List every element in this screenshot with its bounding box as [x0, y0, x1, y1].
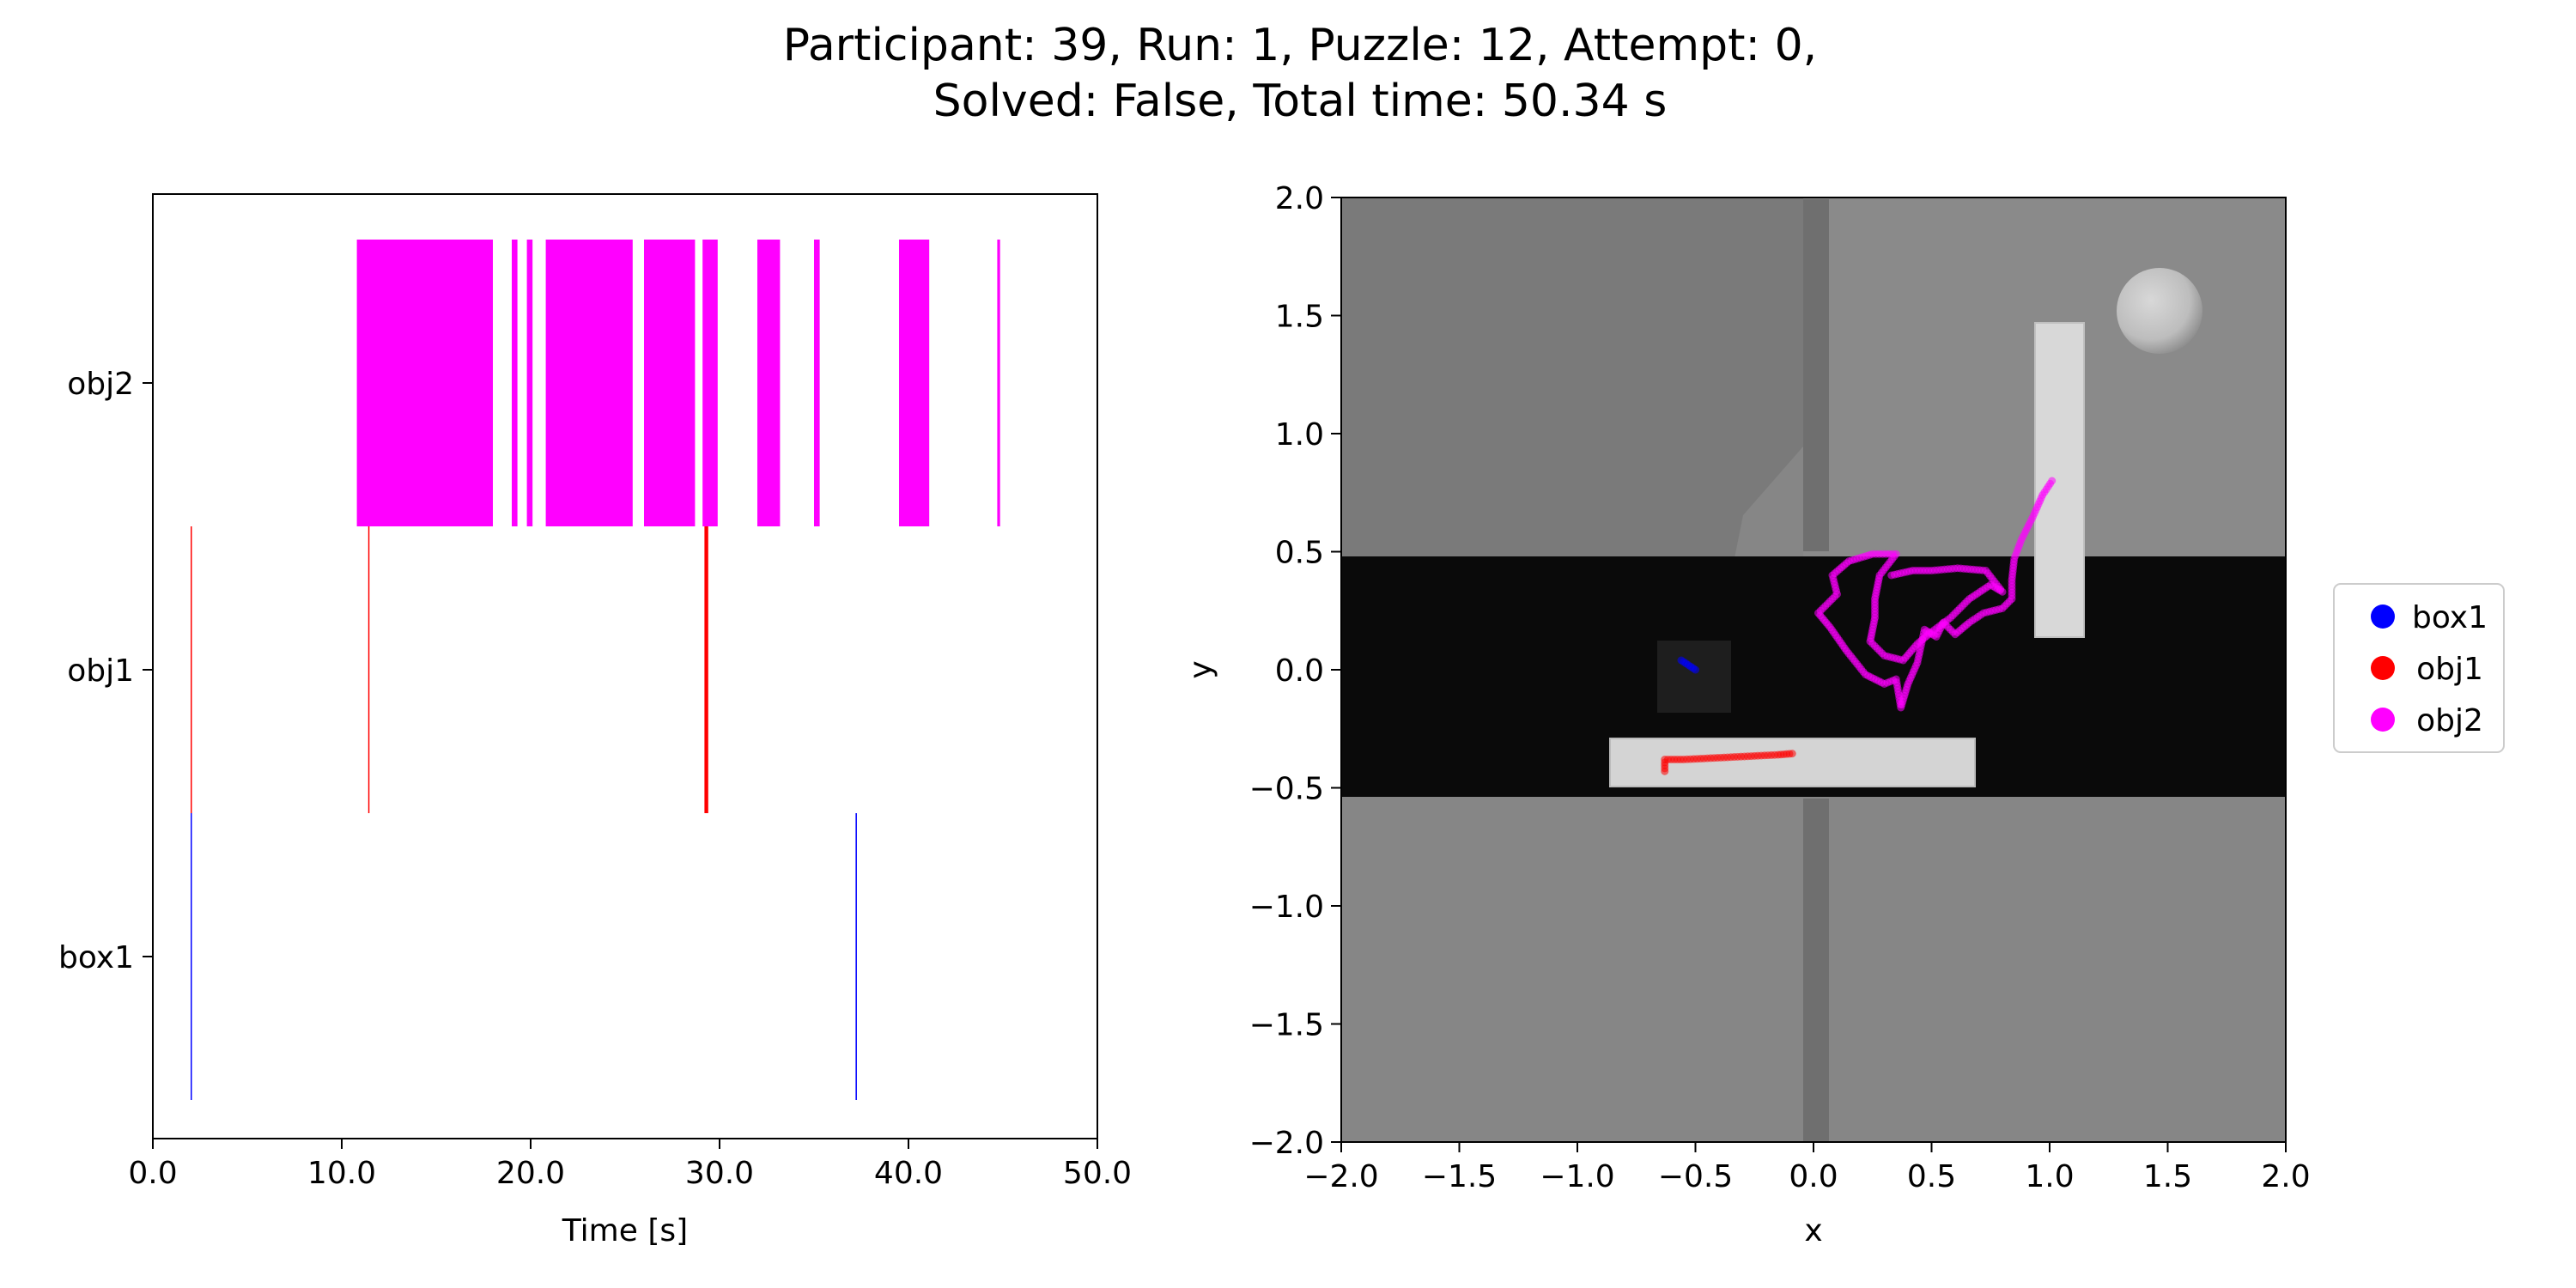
event-bar-obj2 — [356, 240, 493, 526]
legend: box1 obj1 obj2 — [2333, 583, 2505, 753]
raster-y-tick-label: box1 — [58, 940, 134, 975]
event-bar-obj2 — [899, 240, 930, 526]
event-bar-obj1 — [368, 526, 370, 813]
box1-object — [1657, 641, 1731, 713]
trajectory-y-tick-label: 1.5 — [1275, 300, 1324, 335]
raster-x-tick-label: 20.0 — [496, 1156, 565, 1191]
trajectory-y-tick-label: −2.0 — [1249, 1126, 1324, 1161]
trajectory-y-tick-label: 0.0 — [1275, 653, 1324, 689]
trajectory-point-obj1 — [1788, 750, 1796, 758]
event-raster-chart: 0.0 10.0 20.0 30.0 40.0 50.0 box1 obj1 obj2 Tim… — [58, 193, 1132, 1249]
raster-y-ticks: box1 obj1 obj2 — [58, 367, 153, 975]
scene-background — [1341, 197, 2286, 1142]
trajectory-y-axis-label: y — [1183, 660, 1218, 678]
trajectory-x-tick-label: 1.0 — [2025, 1159, 2074, 1194]
event-bar-obj2 — [526, 240, 533, 526]
obj2-object — [2034, 322, 2085, 638]
raster-x-axis-label: Time [s] — [562, 1213, 688, 1249]
trajectory-y-tick-label: −1.5 — [1249, 1008, 1324, 1043]
legend-marker-box1 — [2371, 605, 2395, 629]
raster-event-marks — [191, 240, 1000, 1100]
trajectory-x-tick-label: −1.5 — [1422, 1159, 1497, 1194]
raster-x-ticks: 0.0 10.0 20.0 30.0 40.0 50.0 — [128, 1139, 1132, 1191]
legend-label-obj1: obj1 — [2416, 652, 2483, 687]
trajectory-x-tick-label: 2.0 — [2261, 1159, 2310, 1194]
event-bar-obj1 — [704, 526, 708, 813]
trajectory-x-axis-label: x — [1804, 1213, 1822, 1249]
trajectory-y-tick-label: 0.5 — [1275, 536, 1324, 571]
trajectory-x-tick-label: 0.0 — [1789, 1159, 1838, 1194]
trajectory-y-tick-label: −0.5 — [1249, 772, 1324, 807]
raster-x-tick-label: 10.0 — [307, 1156, 376, 1191]
raster-axes-frame — [152, 193, 1098, 1139]
legend-label-obj2: obj2 — [2416, 703, 2483, 738]
event-bar-obj2 — [814, 240, 820, 526]
legend-marker-obj2 — [2371, 708, 2395, 732]
raster-x-tick-label: 30.0 — [685, 1156, 754, 1191]
obj1-object — [1609, 738, 1976, 787]
trajectory-marks — [1661, 477, 2057, 775]
legend-label-box1: box1 — [2412, 600, 2488, 635]
event-bar-obj2 — [545, 240, 633, 526]
trajectory-x-tick-label: −1.0 — [1540, 1159, 1614, 1194]
trajectory-x-tick-label: 0.5 — [1907, 1159, 1956, 1194]
event-bar-box1 — [855, 813, 857, 1100]
event-bar-obj1 — [191, 526, 192, 813]
trajectory-x-ticks: −2.0 −1.5 −1.0 −0.5 0.0 0.5 1.0 1.5 2.0 — [1303, 1142, 2311, 1194]
trajectory-y-ticks: −2.0 −1.5 −1.0 −0.5 0.0 0.5 1.0 1.5 2.0 — [1249, 181, 1341, 1161]
trajectory-point-obj2 — [1887, 571, 1896, 580]
upper-divider — [1803, 199, 1829, 551]
trajectory-chart: −2.0 −1.5 −1.0 −0.5 0.0 0.5 1.0 1.5 2.0 −2.0 −1.5… — [1183, 181, 2505, 1249]
floor-shadow — [1341, 197, 1803, 558]
event-bar-box1 — [191, 813, 192, 1100]
figure-title-line-2: Solved: False, Total time: 50.34 s — [933, 76, 1668, 127]
raster-x-tick-label: 50.0 — [1063, 1156, 1132, 1191]
trajectory-y-tick-label: 2.0 — [1275, 181, 1324, 216]
event-bar-obj2 — [997, 240, 1000, 526]
event-bar-obj2 — [757, 240, 781, 526]
trajectory-x-tick-label: 1.5 — [2143, 1159, 2192, 1194]
trajectory-x-tick-label: −0.5 — [1658, 1159, 1733, 1194]
raster-x-tick-label: 40.0 — [874, 1156, 943, 1191]
trajectory-point-box1 — [1692, 665, 1699, 674]
legend-marker-obj1 — [2371, 656, 2395, 680]
trajectory-y-tick-label: 1.0 — [1275, 417, 1324, 453]
lower-divider — [1803, 799, 1829, 1142]
raster-y-tick-label: obj1 — [67, 653, 134, 689]
event-bar-obj2 — [512, 240, 518, 526]
sphere-object — [2117, 268, 2202, 354]
trajectory-y-tick-label: −1.0 — [1249, 890, 1324, 925]
raster-x-tick-label: 0.0 — [128, 1156, 177, 1191]
event-bar-obj2 — [644, 240, 696, 526]
trajectory-x-tick-label: −2.0 — [1303, 1159, 1378, 1194]
raster-y-tick-label: obj2 — [67, 367, 134, 402]
event-bar-obj2 — [702, 240, 718, 526]
figure-title-line-1: Participant: 39, Run: 1, Puzzle: 12, Att… — [783, 20, 1817, 71]
